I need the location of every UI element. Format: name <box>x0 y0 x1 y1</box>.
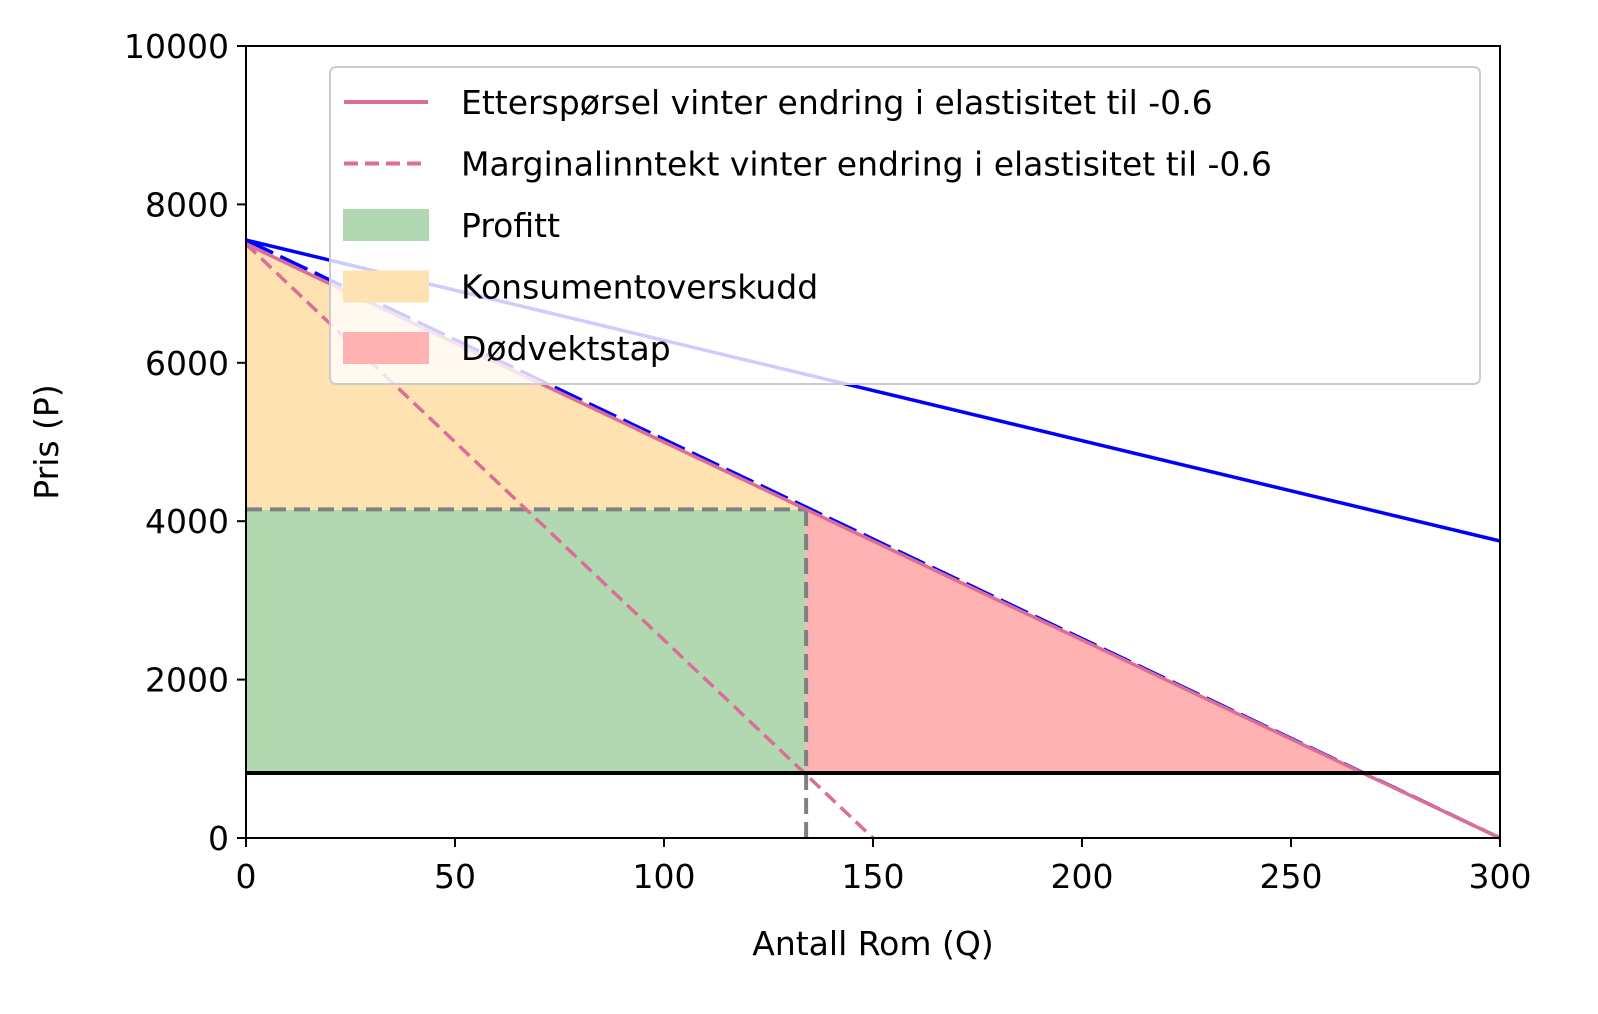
legend-entry-profit: Profitt <box>343 206 560 245</box>
legend-label: Konsumentoverskudd <box>461 268 818 307</box>
legend: Etterspørsel vinter endring i elastisite… <box>329 66 1481 385</box>
legend-entry-consumer-surplus: Konsumentoverskudd <box>343 268 818 307</box>
y-axis-label: Pris (P) <box>27 384 66 499</box>
y-tick-label: 6000 <box>145 344 229 383</box>
x-tick-label: 50 <box>434 857 476 896</box>
x-tick-label: 100 <box>633 857 696 896</box>
y-tick-label: 0 <box>208 819 229 858</box>
x-tick-label: 200 <box>1051 857 1114 896</box>
legend-patch-swatch <box>343 270 429 303</box>
area-profit <box>245 508 807 774</box>
x-tick-label: 150 <box>842 857 905 896</box>
y-tick-label: 8000 <box>145 185 229 224</box>
x-tick-label: 0 <box>236 857 257 896</box>
ticks: 0 50 100 150 200 250 300 0 2000 4000 6000 8000 10000 <box>124 27 1531 896</box>
y-tick-label: 2000 <box>145 661 229 700</box>
legend-label: Dødvektstap <box>461 329 671 368</box>
y-tick-label: 10000 <box>124 27 229 66</box>
legend-patch-swatch <box>343 209 429 241</box>
legend-entry-marginal-revenue: Marginalinntekt vinter endring i elastis… <box>344 145 1272 184</box>
legend-entry-deadweight-loss: Dødvektstap <box>343 329 671 368</box>
legend-patch-swatch <box>343 332 429 364</box>
legend-label: Marginalinntekt vinter endring i elastis… <box>461 145 1272 184</box>
legend-label: Etterspørsel vinter endring i elastisite… <box>461 83 1213 122</box>
legend-entry-demand: Etterspørsel vinter endring i elastisite… <box>344 83 1213 122</box>
legend-box <box>329 66 1481 385</box>
y-tick-label: 4000 <box>145 502 229 541</box>
x-tick-label: 300 <box>1469 857 1532 896</box>
marginal-revenue-line-winter <box>244 242 875 840</box>
x-tick-label: 250 <box>1260 857 1323 896</box>
x-axis-label: Antall Rom (Q) <box>752 924 993 963</box>
legend-label: Profitt <box>461 206 560 245</box>
